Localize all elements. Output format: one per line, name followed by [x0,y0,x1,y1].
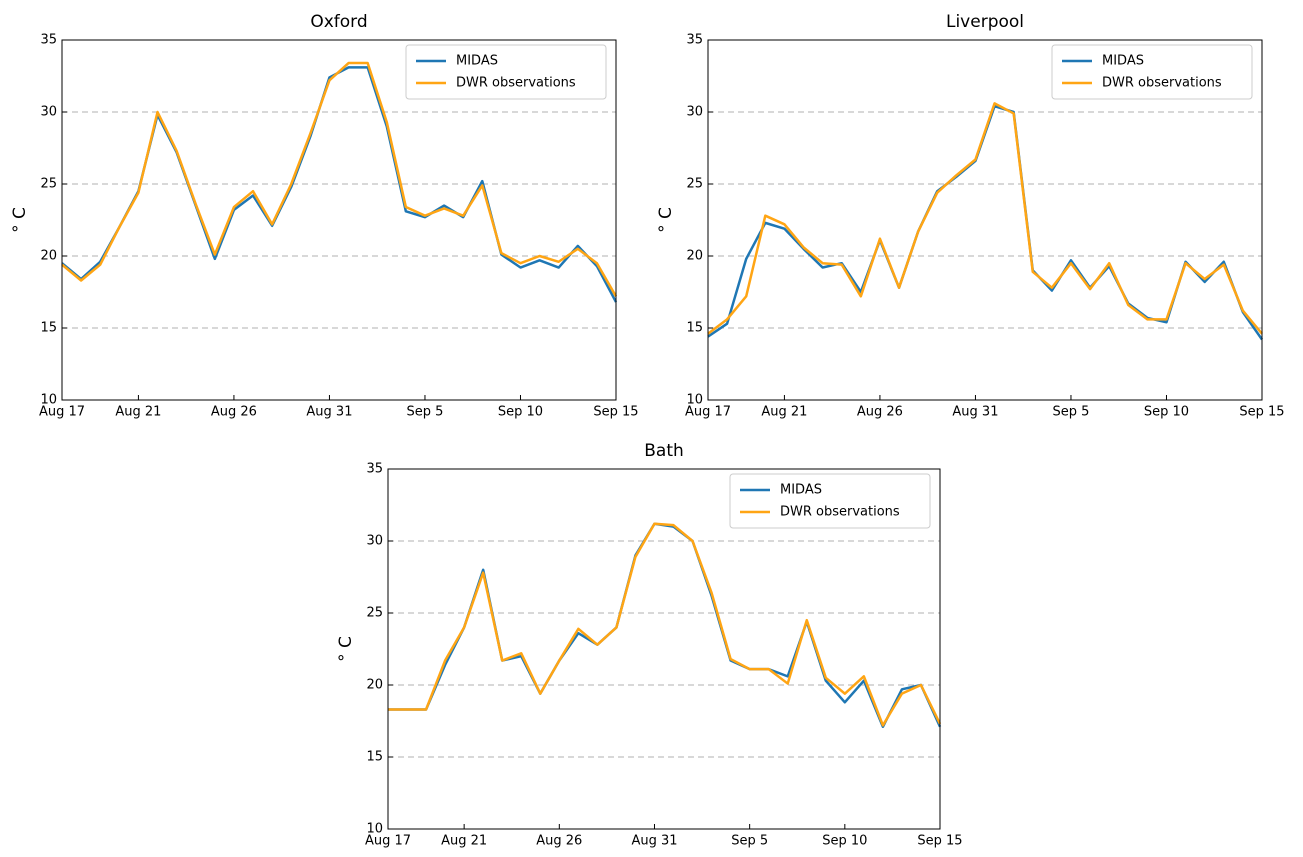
legend-label: DWR observations [780,505,900,520]
x-tick-label: Aug 21 [441,834,487,849]
y-tick-label: 10 [366,822,383,837]
x-tick-label: Aug 31 [631,834,677,849]
x-tick-label: Sep 10 [1144,405,1189,420]
x-tick-label: Aug 26 [211,405,257,420]
x-tick-label: Aug 17 [685,405,731,420]
legend-label: MIDAS [1102,54,1144,69]
chart-title: Liverpool [946,12,1024,32]
y-tick-label: 15 [40,321,57,336]
legend-box [1051,44,1253,100]
x-tick-label: Sep 5 [731,834,768,849]
y-tick-label: 25 [686,177,703,192]
x-tick-label: Sep 15 [1239,405,1284,420]
x-tick-label: Sep 15 [917,834,962,849]
plot-frame [387,468,941,830]
y-axis-label: ° C [10,207,30,233]
y-tick-label: 35 [366,462,383,477]
x-tick-label: Aug 26 [857,405,903,420]
series-line [61,61,618,297]
plot-frame [707,39,1263,401]
series-line [707,104,1264,341]
x-tick-label: Aug 17 [39,405,85,420]
series-line [388,522,942,729]
plot-frame [61,39,617,401]
legend-box [729,473,931,529]
x-tick-label: Sep 5 [1053,405,1090,420]
y-axis-label: ° C [336,636,356,662]
legend-label: MIDAS [780,483,822,498]
legend-box [405,44,607,100]
legend-label: DWR observations [456,76,576,91]
y-tick-label: 35 [40,33,57,48]
y-tick-label: 30 [40,105,57,120]
y-tick-label: 10 [40,393,57,408]
y-tick-label: 15 [686,321,703,336]
x-tick-label: Sep 10 [822,834,867,849]
y-tick-label: 25 [40,177,57,192]
y-tick-label: 20 [366,678,383,693]
x-tick-label: Aug 26 [536,834,582,849]
y-tick-label: 20 [40,249,57,264]
legend-label: MIDAS [456,54,498,69]
y-tick-label: 30 [366,534,383,549]
series-line [388,522,942,727]
y-tick-label: 25 [366,606,383,621]
y-tick-label: 15 [366,750,383,765]
x-tick-label: Aug 31 [952,405,998,420]
chart-title: Oxford [310,12,367,32]
x-tick-label: Sep 5 [407,405,444,420]
series-line [61,66,618,303]
x-tick-label: Aug 21 [761,405,807,420]
chart-title: Bath [644,441,684,461]
x-tick-label: Sep 10 [498,405,543,420]
x-tick-label: Aug 17 [365,834,411,849]
y-tick-label: 30 [686,105,703,120]
x-tick-label: Sep 15 [593,405,638,420]
series-line [707,102,1263,335]
x-tick-label: Aug 31 [306,405,352,420]
y-tick-label: 20 [686,249,703,264]
x-tick-label: Aug 21 [115,405,161,420]
legend-label: DWR observations [1102,76,1222,91]
y-tick-label: 35 [686,33,703,48]
y-axis-label: ° C [656,207,676,233]
y-tick-label: 10 [686,393,703,408]
